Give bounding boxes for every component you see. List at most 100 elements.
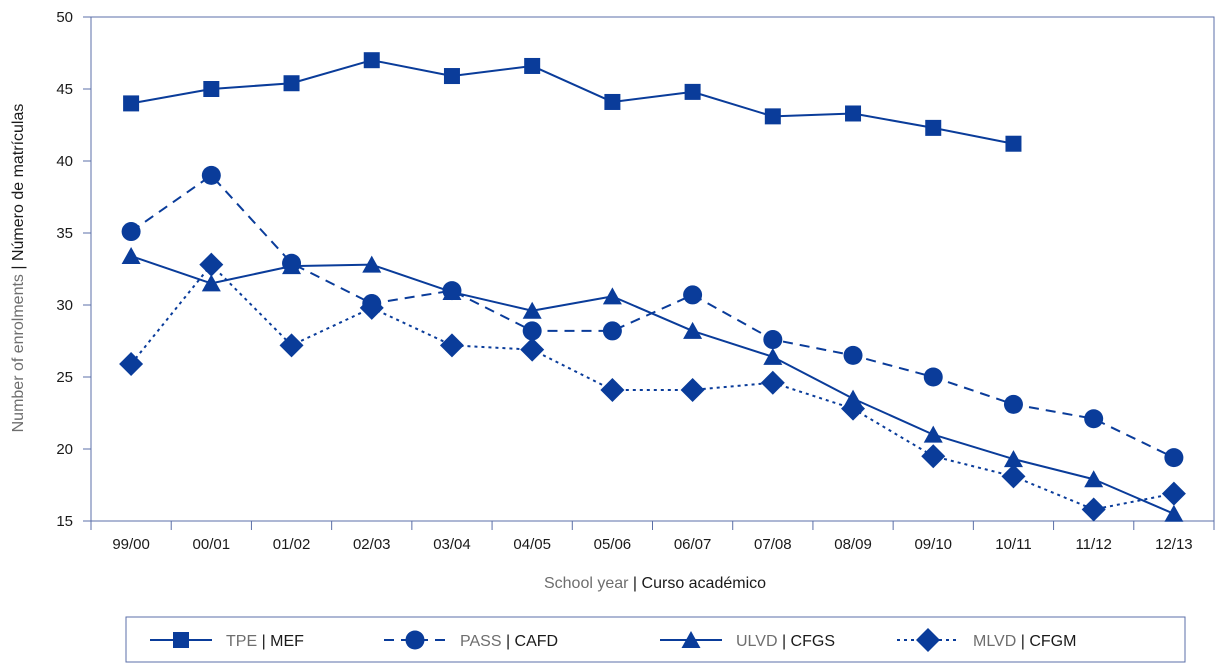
data-point-triangle <box>442 283 462 301</box>
data-point-diamond <box>359 295 384 320</box>
legend-label: ULVD | CFGS <box>736 633 835 650</box>
legend-marker-diamond <box>916 628 940 652</box>
data-point-diamond <box>600 377 625 402</box>
data-point-circle <box>602 321 622 341</box>
legend-box <box>125 616 1186 663</box>
data-point-circle <box>843 345 863 365</box>
data-point-square <box>684 83 701 100</box>
data-point-triangle <box>763 347 783 365</box>
series-ulvd <box>121 247 1184 522</box>
series-mlvd <box>119 252 1186 522</box>
data-point-circle <box>763 330 783 350</box>
data-point-square <box>604 93 621 110</box>
legend-label-en: PASS <box>460 633 502 650</box>
y-tick-label: 45 <box>56 81 73 98</box>
data-point-triangle <box>1003 450 1023 468</box>
data-point-square <box>363 52 380 69</box>
data-point-circle <box>923 367 943 387</box>
series-line <box>130 263 1175 511</box>
x-tick-label: 04/05 <box>513 536 551 553</box>
data-point-square <box>123 95 140 112</box>
series-pass <box>121 165 1184 468</box>
data-point-square <box>845 105 862 122</box>
x-axis-label-separator: | <box>633 575 642 592</box>
y-axis-label: Number of enrolments | Número de matrícu… <box>10 104 27 433</box>
data-point-diamond <box>1081 497 1106 522</box>
y-tick-labels: 15 20 25 30 35 40 45 50 <box>56 9 73 530</box>
data-point-diamond <box>199 252 224 277</box>
x-tick-label: 02/03 <box>353 536 391 553</box>
data-point-circle <box>121 222 141 242</box>
y-tick-label: 15 <box>56 513 73 530</box>
y-tick-label: 30 <box>56 297 73 314</box>
y-tick-label: 40 <box>56 153 73 170</box>
legend-marker-triangle <box>681 631 701 648</box>
data-point-square <box>764 108 781 125</box>
data-point-circle <box>1084 409 1104 429</box>
series-line <box>130 174 1175 459</box>
data-point-square <box>524 57 541 74</box>
legend-label-es: CFGS <box>791 633 835 650</box>
x-tick-label: 12/13 <box>1155 536 1193 553</box>
x-tick-label: 09/10 <box>914 536 952 553</box>
legend-label-separator: | <box>778 633 791 650</box>
legend-label: TPE | MEF <box>226 633 304 650</box>
x-tick-label: 99/00 <box>112 536 150 553</box>
x-tick-label: 06/07 <box>674 536 712 553</box>
y-axis-label-en: Number of enrolments <box>10 274 27 432</box>
legend-label-en: ULVD <box>736 633 778 650</box>
legend-item-ulvd: ULVD | CFGS <box>660 631 835 650</box>
x-axis-label-es: Curso académico <box>642 575 767 592</box>
data-point-diamond <box>841 396 866 421</box>
legend-item-tpe: TPE | MEF <box>150 632 304 650</box>
data-point-diamond <box>1161 481 1186 506</box>
legend-label-en: MLVD <box>973 633 1016 650</box>
data-point-square <box>925 119 942 136</box>
x-tick-label: 00/01 <box>193 536 231 553</box>
x-axis-label-en: School year <box>544 575 629 592</box>
data-point-diamond <box>680 377 705 402</box>
y-tick-label: 35 <box>56 225 73 242</box>
data-point-circle <box>1164 448 1184 468</box>
legend-label: MLVD | CFGM <box>973 633 1076 650</box>
legend-label-separator: | <box>1016 633 1029 650</box>
data-point-diamond <box>439 333 464 358</box>
legend-label-es: MEF <box>270 633 304 650</box>
series-tpe <box>123 52 1022 152</box>
series-line <box>130 59 1014 145</box>
data-point-diamond <box>921 444 946 469</box>
data-point-triangle <box>923 425 943 443</box>
axes <box>83 16 1215 530</box>
data-point-triangle <box>282 257 302 275</box>
legend-label-es: CFGM <box>1029 633 1076 650</box>
plot-area-frame <box>90 16 1215 522</box>
data-point-triangle <box>522 301 542 319</box>
data-point-triangle <box>1084 470 1104 488</box>
y-axis-label-es: Número de matrículas <box>10 104 27 261</box>
data-point-square <box>1005 135 1022 152</box>
legend-label: PASS | CAFD <box>460 633 558 650</box>
series-group <box>119 52 1186 522</box>
data-point-diamond <box>1001 464 1026 489</box>
legend-label-en: TPE <box>226 633 257 650</box>
data-point-triangle <box>602 287 622 305</box>
data-point-triangle <box>362 255 382 273</box>
data-point-diamond <box>760 370 785 395</box>
series-line <box>130 255 1175 515</box>
x-axis-label: School year | Curso académico <box>544 575 766 592</box>
data-point-triangle <box>683 321 703 339</box>
x-tick-label: 10/11 <box>995 536 1031 553</box>
y-axis-label-separator: | <box>10 261 27 270</box>
x-tick-label: 08/09 <box>834 536 872 553</box>
legend-label-es: CAFD <box>515 633 559 650</box>
data-point-square <box>443 68 460 85</box>
legend-label-separator: | <box>257 633 270 650</box>
x-tick-label: 07/08 <box>754 536 792 553</box>
data-point-circle <box>201 165 221 185</box>
legend-marker-circle <box>405 630 425 650</box>
data-point-square <box>203 81 220 97</box>
data-point-diamond <box>520 337 545 362</box>
legend-label-separator: | <box>502 633 515 650</box>
x-tick-label: 03/04 <box>433 536 471 553</box>
